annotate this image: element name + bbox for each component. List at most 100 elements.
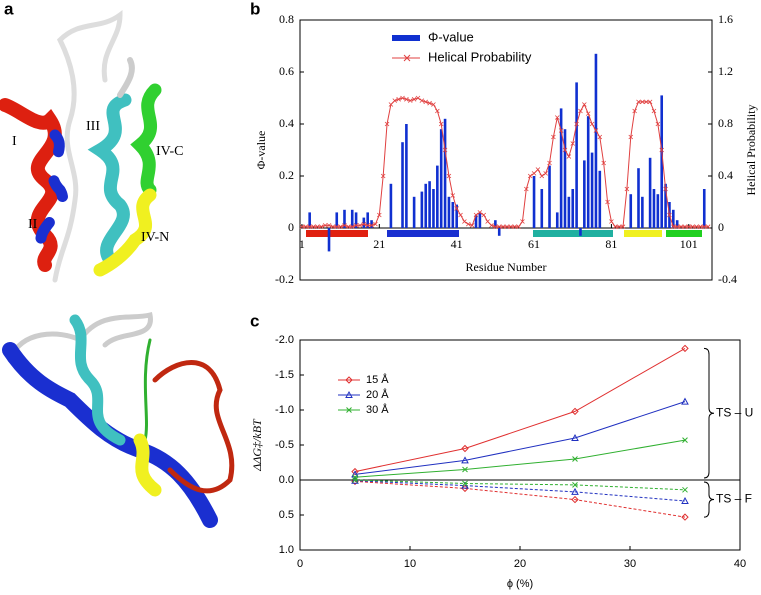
helical-marker: [520, 219, 525, 224]
helical-marker: [678, 224, 684, 229]
helical-marker: [589, 121, 595, 127]
phi-bar: [637, 168, 640, 228]
bracket: [703, 347, 715, 479]
point-marker: [571, 495, 579, 504]
point-marker: [346, 407, 352, 413]
y-tick-label: -1.5: [275, 369, 294, 381]
phi-bar: [478, 212, 482, 228]
y-tick-label: 1.0: [279, 544, 294, 556]
phi-bar: [641, 196, 644, 228]
y-tick-label: 0.4: [279, 116, 294, 130]
phi-bar: [664, 183, 667, 228]
x-tick-label: 1: [299, 237, 305, 251]
helical-marker: [651, 108, 657, 114]
legend-label: 15 Å: [366, 373, 389, 386]
y2-tick-label: 1.6: [718, 12, 733, 26]
helical-marker: [663, 186, 668, 192]
helical-marker: [647, 99, 653, 105]
point-marker: [571, 433, 579, 441]
phi-bar: [586, 116, 590, 228]
helical-marker: [481, 212, 487, 218]
phi-bar: [590, 152, 594, 228]
y-tick-label: -0.2: [275, 272, 294, 286]
helical-marker: [458, 212, 463, 218]
y2-tick-label: 1.2: [718, 64, 733, 78]
helical-marker: [462, 219, 467, 224]
helical-marker: [369, 223, 374, 228]
helical-marker: [338, 224, 343, 229]
y2-axis-label: Helical Probability: [744, 105, 758, 196]
point-marker: [682, 486, 688, 493]
helical-marker: [585, 111, 591, 116]
point-marker: [681, 344, 689, 353]
phi-bar: [567, 196, 571, 228]
phi-bar: [629, 194, 633, 228]
phi-bar: [555, 212, 559, 228]
helical-marker: [593, 128, 599, 133]
helical-marker: [346, 224, 351, 229]
helical-marker: [419, 98, 425, 103]
point-marker: [462, 466, 468, 473]
phi-bar: [428, 181, 431, 228]
helical-marker: [342, 223, 347, 228]
x-tick-label: 0: [297, 558, 303, 570]
helical-marker: [609, 219, 614, 224]
phi-bar: [451, 202, 455, 228]
helical-marker: [365, 223, 370, 228]
helical-marker: [485, 219, 490, 224]
helical-marker: [512, 224, 517, 229]
y-tick-label: 0: [288, 220, 294, 234]
point-marker: [461, 456, 469, 464]
y-tick-label: 0.5: [279, 509, 294, 521]
helical-marker: [601, 160, 606, 166]
helical-marker: [643, 99, 649, 105]
helical-marker: [682, 224, 688, 229]
helical-marker: [322, 223, 328, 228]
helical-marker: [299, 224, 305, 229]
helical-marker: [307, 224, 312, 229]
bracket-label: TS – U: [716, 405, 753, 419]
helix-regions: [306, 230, 702, 237]
phi-bar: [652, 189, 656, 228]
phi-bar: [401, 142, 404, 228]
x-tick-label: 41: [451, 237, 463, 251]
point-marker: [461, 444, 469, 453]
helical-marker: [361, 221, 367, 227]
point-marker: [351, 467, 359, 476]
helix-label: II: [28, 217, 38, 232]
helical-marker: [566, 154, 572, 159]
helical-marker: [373, 221, 378, 227]
x-axis-label: ϕ (%): [507, 578, 533, 590]
ts-f-line: [354, 479, 686, 491]
helical-marker: [524, 186, 529, 192]
helical-marker: [435, 108, 440, 114]
helical-marker: [392, 98, 398, 103]
point-marker: [352, 477, 358, 483]
helical-marker: [446, 173, 452, 179]
helical-marker: [493, 224, 498, 229]
helical-marker: [527, 173, 533, 179]
x-tick-label: 21: [373, 237, 385, 251]
helical-marker: [655, 121, 661, 127]
phi-bar: [656, 194, 660, 228]
point-marker: [571, 407, 579, 416]
helical-marker: [605, 199, 610, 205]
helical-marker: [315, 224, 320, 229]
helix-label: IV-N: [141, 230, 169, 245]
helical-marker: [640, 99, 645, 105]
helical-marker: [496, 224, 502, 229]
phi-bar: [532, 176, 536, 228]
helical-marker: [690, 224, 695, 229]
helical-marker: [558, 128, 564, 133]
phi-bar: [335, 212, 339, 228]
helical-marker: [701, 224, 707, 229]
y-tick-label: 0.6: [279, 64, 294, 78]
y2-tick-label: 0.4: [718, 168, 733, 182]
bracket-label: TS – F: [716, 492, 752, 506]
helical-marker: [582, 102, 587, 107]
helical-marker: [539, 173, 545, 179]
helical-marker: [578, 108, 583, 114]
ts-f-line: [354, 480, 686, 502]
helical-marker: [547, 160, 552, 166]
